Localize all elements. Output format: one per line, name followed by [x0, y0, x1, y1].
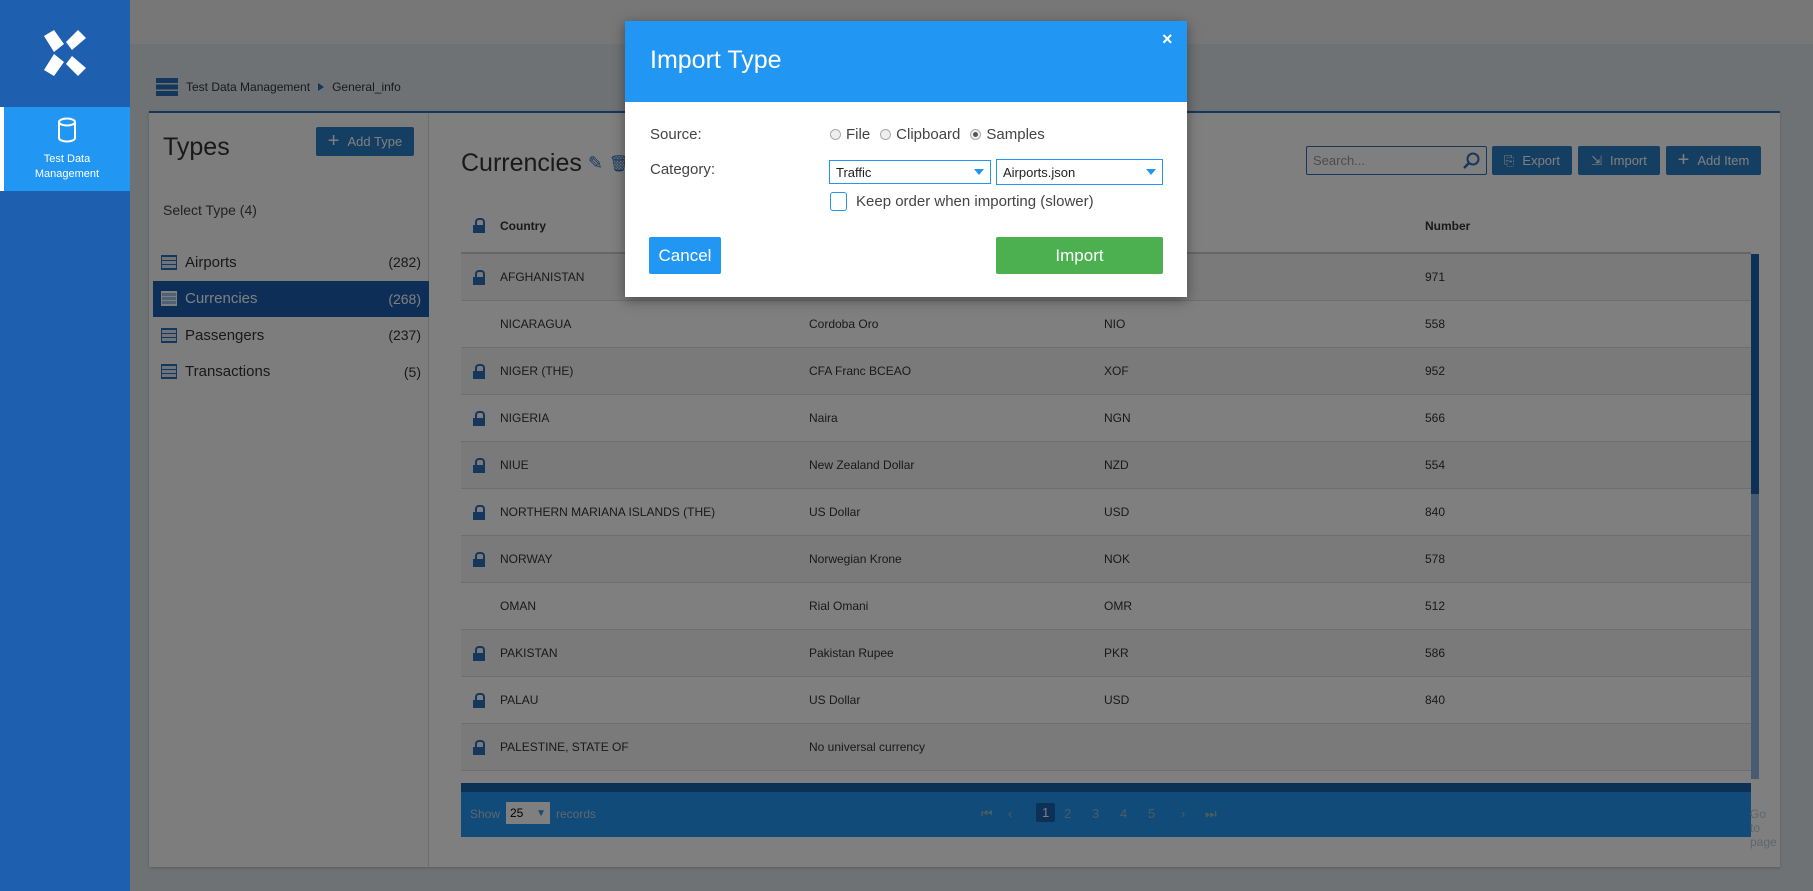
keep-order-label: Keep order when importing (slower) — [856, 193, 1094, 210]
cancel-button[interactable]: Cancel — [649, 237, 721, 274]
import-confirm-button[interactable]: Import — [996, 237, 1163, 274]
source-option-label: File — [846, 126, 871, 143]
keep-order-checkbox[interactable] — [830, 192, 847, 211]
source-option-clipboard[interactable]: Clipboard — [880, 126, 960, 143]
close-icon[interactable]: × — [1162, 29, 1173, 49]
modal-header: Import Type × — [625, 21, 1187, 102]
source-option-file[interactable]: File — [830, 126, 870, 143]
category-select[interactable]: Traffic — [829, 160, 991, 184]
chevron-down-icon — [974, 169, 984, 175]
radio-button[interactable] — [830, 129, 841, 140]
import-type-modal: Import Type × Source: File Clipboard Sampl… — [625, 21, 1187, 297]
source-option-samples[interactable]: Samples — [970, 126, 1045, 143]
sidebar: Test Data Management — [0, 0, 130, 891]
sidebar-item-test-data-management[interactable]: Test Data Management — [0, 107, 130, 191]
radio-button[interactable] — [880, 129, 892, 140]
keep-order-option[interactable]: Keep order when importing (slower) — [830, 192, 1094, 211]
source-option-label: Clipboard — [896, 126, 961, 143]
file-select[interactable]: Airports.json — [996, 159, 1163, 185]
chevron-down-icon — [1146, 169, 1156, 175]
category-value: Traffic — [836, 164, 872, 180]
source-label: Source: — [650, 126, 702, 143]
logo-icon — [44, 30, 86, 76]
sidebar-item-label: Management — [34, 168, 100, 180]
source-radio-group: File Clipboard Samples — [830, 126, 1045, 143]
sidebar-item-label: Test Data — [43, 153, 91, 165]
category-label: Category: — [650, 161, 716, 178]
modal-title: Import Type — [650, 46, 782, 74]
radio-button[interactable] — [970, 129, 982, 140]
database-icon — [58, 117, 76, 143]
file-value: Airports.json — [1003, 164, 1076, 180]
source-option-label: Samples — [986, 126, 1045, 143]
